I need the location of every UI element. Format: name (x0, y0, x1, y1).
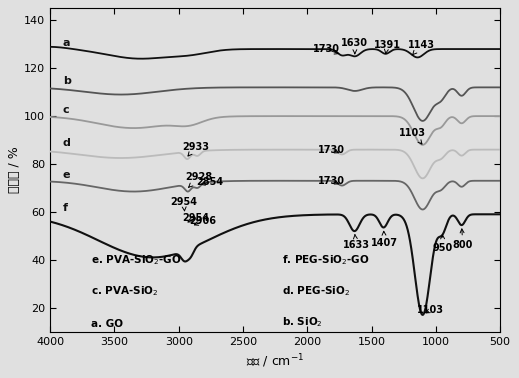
Text: 1633: 1633 (343, 235, 370, 251)
Text: 950: 950 (433, 235, 453, 253)
Text: 1630: 1630 (342, 38, 368, 54)
Y-axis label: 透过率 / %: 透过率 / % (8, 147, 21, 194)
Text: f: f (63, 203, 68, 213)
X-axis label: 波数 / cm$^{-1}$: 波数 / cm$^{-1}$ (246, 352, 304, 370)
Text: 1103: 1103 (399, 128, 426, 144)
Text: d. PEG-SiO$_2$: d. PEG-SiO$_2$ (282, 284, 350, 298)
Text: 2854: 2854 (196, 177, 223, 187)
Text: 1730: 1730 (318, 176, 345, 186)
Text: 1143: 1143 (407, 40, 434, 55)
Text: 1730: 1730 (318, 145, 345, 155)
Text: b: b (63, 76, 71, 86)
Text: 2928: 2928 (186, 172, 213, 187)
Text: e: e (63, 170, 71, 180)
Text: c. PVA-SiO$_2$: c. PVA-SiO$_2$ (91, 284, 159, 298)
Text: 1730: 1730 (313, 44, 340, 54)
Text: 1407: 1407 (371, 231, 398, 248)
Text: 1103: 1103 (417, 305, 444, 315)
Text: 2933: 2933 (182, 142, 209, 156)
Text: a. GO: a. GO (91, 319, 123, 329)
Text: a: a (63, 38, 71, 48)
Text: 800: 800 (453, 229, 473, 251)
Text: 2906: 2906 (189, 217, 216, 226)
Text: f. PEG-SiO$_2$-GO: f. PEG-SiO$_2$-GO (282, 253, 369, 267)
Text: b. SiO$_2$: b. SiO$_2$ (282, 316, 322, 329)
Text: 1391: 1391 (374, 40, 401, 54)
Text: e. PVA-SiO$_2$-GO: e. PVA-SiO$_2$-GO (91, 253, 182, 267)
Text: d: d (63, 138, 71, 149)
Text: c: c (63, 105, 70, 115)
Text: 2954: 2954 (182, 213, 209, 223)
Text: 2954: 2954 (170, 197, 197, 211)
